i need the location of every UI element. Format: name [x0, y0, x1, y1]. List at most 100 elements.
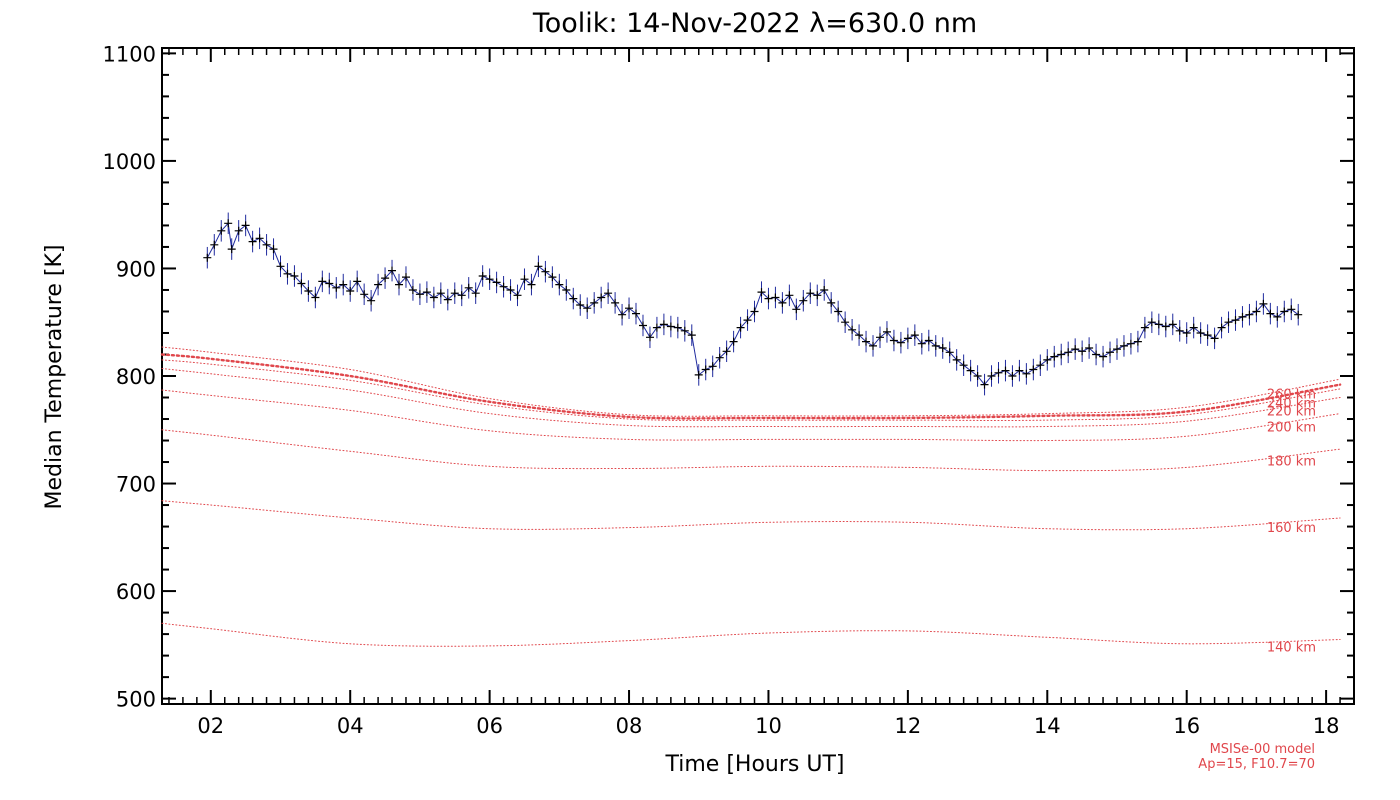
x-tick-label: 06 — [476, 714, 503, 738]
data-point — [813, 291, 822, 300]
data-point — [534, 262, 543, 271]
y-axis: 500 600 700 800 900 1000 1100 — [103, 42, 1354, 712]
x-tick-label: 08 — [616, 714, 643, 738]
x-tick-label: 04 — [337, 714, 364, 738]
data-point — [1036, 361, 1045, 370]
data-point — [541, 267, 550, 276]
data-point — [262, 240, 271, 249]
data-point — [889, 336, 898, 345]
plot-frame — [161, 47, 1355, 705]
model-curve-label: 180 km — [1267, 455, 1316, 470]
data-point — [931, 341, 940, 350]
data-point — [360, 290, 369, 299]
x-tick-label: 12 — [895, 714, 922, 738]
data-point — [224, 219, 233, 228]
data-point — [457, 291, 466, 300]
model-curve-line — [161, 389, 1341, 442]
data-point — [924, 336, 933, 345]
data-point — [1161, 322, 1170, 331]
data-point — [429, 293, 438, 302]
data-point — [729, 337, 738, 346]
data-point — [506, 286, 515, 294]
data-point — [799, 296, 808, 305]
data-point — [659, 320, 668, 329]
data-point — [1224, 318, 1233, 327]
data-point — [757, 288, 766, 297]
data-point — [583, 304, 592, 313]
data-point — [408, 286, 417, 294]
data-point — [1106, 348, 1114, 357]
data-point — [1120, 341, 1128, 350]
data-point — [820, 286, 829, 294]
x-tick-label: 18 — [1313, 714, 1340, 738]
data-point — [450, 289, 459, 298]
data-point — [722, 347, 731, 356]
data-point — [876, 333, 884, 342]
data-point — [555, 280, 564, 289]
data-point — [778, 298, 787, 307]
data-point — [234, 226, 243, 235]
data-point — [1008, 372, 1017, 380]
data-point — [576, 301, 585, 309]
data-point — [241, 221, 250, 230]
data-point — [527, 280, 536, 289]
data-point — [806, 289, 815, 298]
data-point — [1071, 345, 1080, 354]
data-point — [304, 287, 313, 295]
data-point — [311, 293, 320, 302]
model-curve-line — [161, 346, 1341, 417]
data-point — [1168, 320, 1177, 329]
data-point — [1043, 355, 1052, 364]
model-curve-line — [161, 368, 1341, 428]
data-point — [883, 327, 891, 336]
data-point — [673, 323, 682, 332]
model-curve-label: 220 km — [1267, 404, 1316, 419]
data-point — [1085, 344, 1094, 352]
data-point — [1029, 365, 1038, 374]
data-point — [1001, 366, 1010, 375]
data-point — [966, 366, 975, 375]
data-point — [771, 293, 780, 302]
data-point — [248, 237, 257, 246]
x-axis: 02 04 06 08 10 12 14 16 18 — [168, 48, 1355, 738]
model-curves — [160, 346, 1342, 647]
y-tick-label: 1100 — [103, 42, 156, 66]
data-point — [687, 331, 696, 340]
data-point — [694, 370, 703, 379]
data-point — [896, 338, 905, 347]
data-point — [666, 322, 675, 331]
data-point — [980, 380, 989, 389]
data-point — [701, 365, 710, 374]
data-point — [485, 275, 494, 284]
data-point — [1203, 331, 1212, 340]
data-point — [1154, 320, 1163, 329]
data-point — [415, 290, 424, 299]
data-point — [388, 266, 396, 275]
data-point — [611, 298, 620, 307]
data-point — [869, 341, 877, 350]
data-point — [632, 309, 640, 318]
data-point — [618, 310, 627, 319]
data-point — [436, 289, 445, 298]
data-point — [1252, 307, 1261, 316]
data-point — [750, 307, 759, 316]
y-tick-label: 500 — [116, 688, 156, 712]
data-point — [743, 316, 752, 325]
data-point — [959, 361, 968, 370]
data-point — [1099, 352, 1108, 361]
data-point — [346, 287, 355, 295]
model-curve-line — [161, 622, 1341, 647]
data-point — [834, 307, 843, 316]
data-point — [297, 279, 306, 288]
y-tick-label: 800 — [116, 365, 156, 389]
data-point — [339, 280, 348, 289]
data-point — [917, 339, 926, 348]
data-point — [1113, 345, 1121, 354]
data-point — [994, 368, 1003, 377]
data-point — [367, 296, 376, 305]
chart-title: Toolik: 14-Nov-2022 λ=630.0 nm — [532, 8, 977, 39]
data-point — [471, 289, 480, 298]
x-axis-label: Time [Hours UT] — [665, 752, 845, 777]
